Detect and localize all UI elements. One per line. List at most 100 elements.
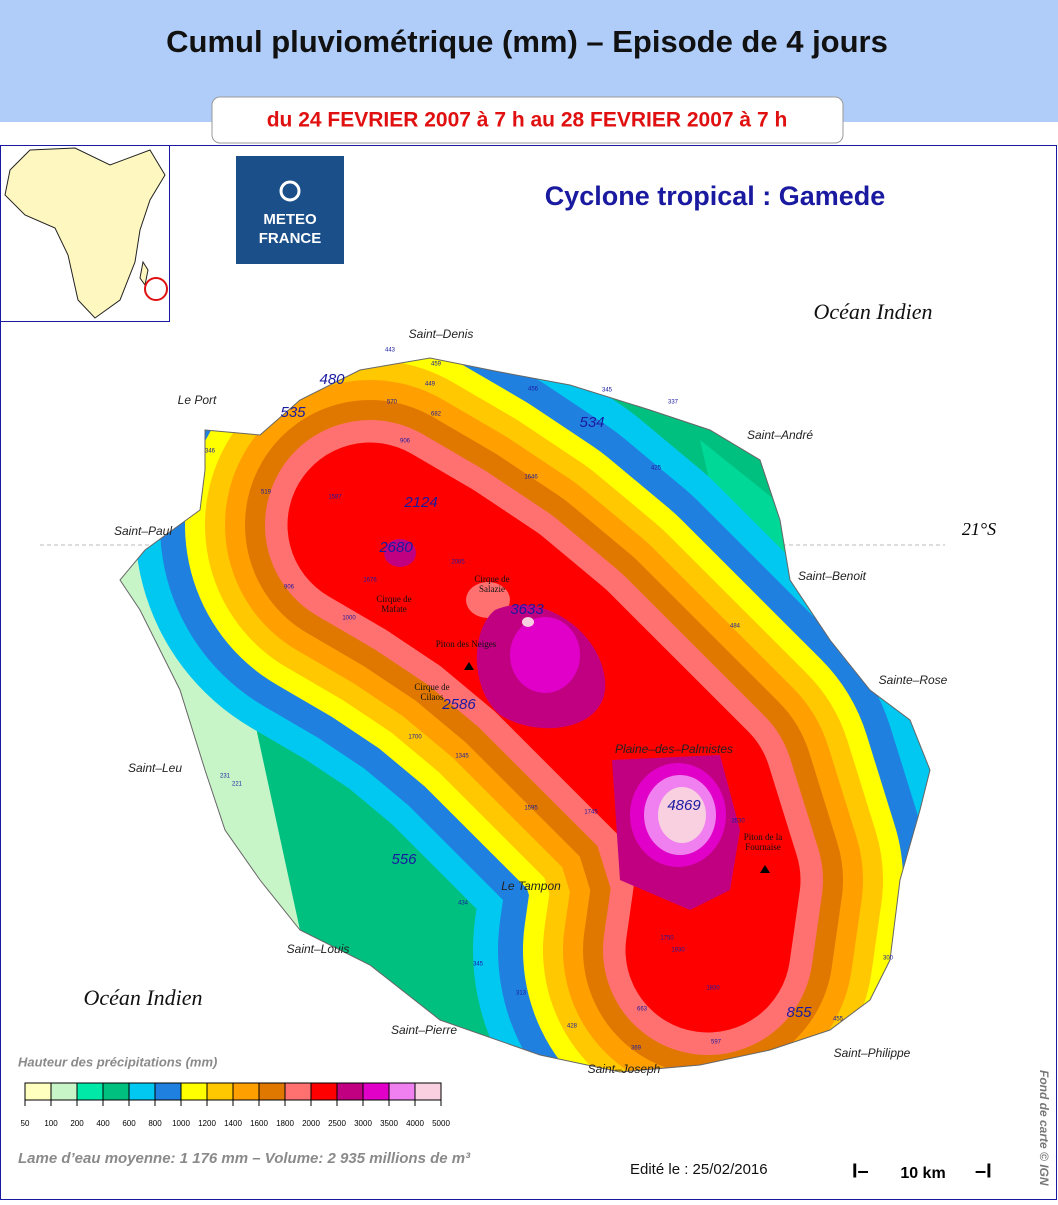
town-label: Saint–Leu xyxy=(128,761,182,775)
station-value: 1595 xyxy=(524,806,538,812)
station-value: 480 xyxy=(319,371,345,388)
station-value: 906 xyxy=(400,439,411,445)
station-value: 443 xyxy=(385,348,396,354)
station-value: 1830 xyxy=(706,986,720,992)
town-label: Sainte–Rose xyxy=(879,673,948,687)
station-value: 1646 xyxy=(524,475,538,481)
rain-map xyxy=(120,358,930,1072)
legend-tick-label: 1400 xyxy=(224,1119,242,1128)
legend-swatch xyxy=(388,1082,416,1101)
legend-swatch xyxy=(102,1082,130,1101)
station-value: 1587 xyxy=(328,495,342,501)
town-label: Saint–Paul xyxy=(114,524,172,538)
station-value: 2124 xyxy=(403,494,437,511)
relief-label: Cirque de xyxy=(474,574,509,584)
relief-label: Piton de la xyxy=(744,832,783,842)
town-label: Le Port xyxy=(178,393,217,407)
relief-label: Cirque de xyxy=(376,594,411,604)
legend-swatch xyxy=(154,1082,182,1101)
station-value: 3633 xyxy=(510,601,544,618)
legend-tick-label: 1600 xyxy=(250,1119,268,1128)
station-value: 484 xyxy=(730,624,741,630)
station-value: 556 xyxy=(391,851,417,868)
station-value: 459 xyxy=(431,362,442,368)
legend-tick-label: 50 xyxy=(21,1119,30,1128)
inset xyxy=(0,145,170,322)
legend-tick-label: 1800 xyxy=(276,1119,294,1128)
legend-tick-label: 1000 xyxy=(172,1119,190,1128)
relief-label: Fournaise xyxy=(745,842,781,852)
town-label: Plaine–des–Palmistes xyxy=(615,742,733,756)
relief-label: Mafate xyxy=(381,604,406,614)
town-label: Saint–Joseph xyxy=(588,1062,661,1076)
legend-tick-label: 2500 xyxy=(328,1119,346,1128)
station-value: 519 xyxy=(261,490,272,496)
station-value: 597 xyxy=(711,1040,722,1046)
logo-text: FRANCE xyxy=(259,230,322,247)
legend-tick-label: 200 xyxy=(70,1119,84,1128)
station-value: 1930 xyxy=(671,948,685,954)
legend-tick-label: 600 xyxy=(122,1119,136,1128)
zone xyxy=(522,617,534,627)
legend: 50 100 200 400 600 800 1000 1200 1400 1600 1800 200… xyxy=(21,1082,450,1128)
town-label: Saint–Benoit xyxy=(798,569,867,583)
station-value: 1000 xyxy=(342,616,356,622)
station-value: 1745 xyxy=(584,810,598,816)
legend-tick-label: 3000 xyxy=(354,1119,372,1128)
legend-tick-label: 100 xyxy=(44,1119,58,1128)
relief-label: Piton des Neiges xyxy=(436,639,497,649)
legend-tick-label: 1200 xyxy=(198,1119,216,1128)
station-value: 2680 xyxy=(378,539,413,556)
relief-label: Cilaos xyxy=(420,692,443,702)
station-value: 231 xyxy=(220,774,231,780)
station-value: 906 xyxy=(284,585,295,591)
logo-icon xyxy=(279,180,301,202)
station-value: 663 xyxy=(637,1007,648,1013)
station-value: 456 xyxy=(528,387,539,393)
legend-swatch xyxy=(24,1082,52,1101)
legend-swatch xyxy=(258,1082,286,1101)
title: Cumul pluviométrique (mm) – Episode de 4… xyxy=(166,24,888,59)
scale-bar: –I xyxy=(975,1160,992,1182)
station-value: 1750 xyxy=(660,936,674,942)
station-value: 3530 xyxy=(731,819,745,825)
station-value: 434 xyxy=(458,901,469,907)
legend-swatch xyxy=(336,1082,364,1101)
legend-tick-label: 800 xyxy=(148,1119,162,1128)
legend-tick-label: 2000 xyxy=(302,1119,320,1128)
legend-swatch xyxy=(414,1082,442,1101)
period: du 24 FEVRIER 2007 à 7 h au 28 FEVRIER 2… xyxy=(267,109,788,132)
station-value: 1676 xyxy=(363,578,377,584)
station-value: 534 xyxy=(579,414,604,431)
zone xyxy=(510,617,580,693)
relief-label: Cirque de xyxy=(414,682,449,692)
station-value: 346 xyxy=(205,449,216,455)
credit: Fond de carte © IGN xyxy=(1037,1070,1051,1186)
station-value: 455 xyxy=(833,1017,844,1023)
legend-swatch xyxy=(362,1082,390,1101)
zone xyxy=(384,539,416,567)
station-value: 570 xyxy=(387,400,398,406)
logo-text: METEO xyxy=(263,211,317,228)
legend-title: Hauteur des précipitations (mm) xyxy=(18,1054,217,1069)
legend-swatch xyxy=(232,1082,260,1101)
station-value: 313 xyxy=(516,991,527,997)
peak xyxy=(760,865,770,873)
scale-bar: I– xyxy=(852,1160,869,1182)
zone xyxy=(658,787,706,843)
station-value: 2085 xyxy=(451,560,465,566)
town-label: Saint–André xyxy=(747,428,813,442)
station-value: 855 xyxy=(786,1004,812,1021)
legend-tick-label: 5000 xyxy=(432,1119,450,1128)
legend-tick-label: 3500 xyxy=(380,1119,398,1128)
legend-swatch xyxy=(180,1082,208,1101)
edited: Edité le : 25/02/2016 xyxy=(630,1161,768,1178)
legend-swatch xyxy=(284,1082,312,1101)
station-value: 345 xyxy=(473,962,484,968)
station-value: 1345 xyxy=(455,754,469,760)
town-label: Saint–Philippe xyxy=(834,1046,911,1060)
legend-tick-label: 4000 xyxy=(406,1119,424,1128)
station-value: 369 xyxy=(631,1046,642,1052)
period-box xyxy=(211,96,844,144)
